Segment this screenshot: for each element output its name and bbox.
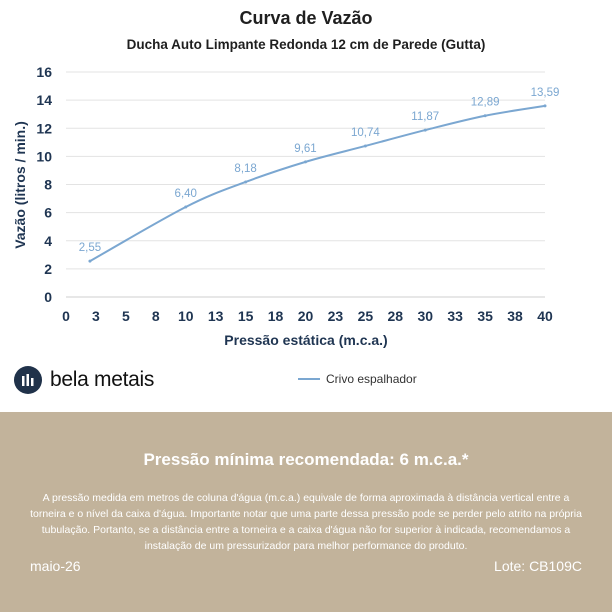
x-tick-label: 0: [62, 308, 70, 324]
data-label: 8,18: [234, 163, 256, 175]
y-tick-label: 8: [44, 177, 52, 193]
x-tick-label: 25: [358, 308, 374, 324]
data-point: [543, 104, 547, 108]
bars-chart-icon: [14, 366, 42, 394]
data-label: 12,89: [471, 97, 500, 109]
x-tick-label: 20: [298, 308, 314, 324]
data-point: [423, 128, 427, 132]
data-labels: 2,55 6,40 8,18 9,61 10,74 11,87 12,89 13,59: [79, 87, 560, 254]
y-tick-label: 6: [44, 205, 52, 221]
footer-date: maio-26: [30, 558, 81, 574]
x-tick-label: 33: [447, 308, 463, 324]
data-label: 11,87: [411, 111, 439, 123]
x-tick-label: 15: [238, 308, 254, 324]
data-label: 13,59: [531, 87, 560, 99]
series-line: [89, 104, 546, 263]
x-tick-label: 8: [152, 308, 160, 324]
legend-label: Crivo espalhador: [326, 372, 417, 386]
y-tick-label: 4: [44, 233, 52, 249]
x-tick-label: 23: [328, 308, 344, 324]
data-point: [483, 114, 487, 118]
footer-headline: Pressão mínima recomendada: 6 m.c.a.*: [143, 450, 469, 469]
x-tick-label: 13: [208, 308, 224, 324]
data-label: 10,74: [351, 127, 380, 139]
chart-title: Curva de Vazão: [239, 8, 373, 28]
data-label: 9,61: [294, 143, 316, 155]
footer-lot: Lote: CB109C: [494, 558, 582, 574]
x-tick-label: 10: [178, 308, 194, 324]
y-tick-label: 12: [36, 120, 52, 136]
data-point: [244, 180, 248, 184]
data-point: [88, 259, 92, 263]
y-tick-label: 14: [36, 92, 52, 108]
chart-legend: Crivo espalhador: [298, 372, 417, 386]
y-axis-label: Vazão (litros / min.): [12, 121, 28, 249]
x-tick-label: 5: [122, 308, 130, 324]
series-layer: [88, 104, 547, 263]
y-tick-label: 10: [36, 148, 52, 164]
x-tick-label: 18: [268, 308, 284, 324]
x-tick-label: 40: [537, 308, 553, 324]
footer-note: A pressão medida em metros de coluna d'á…: [30, 492, 582, 552]
grid-lines: [66, 71, 545, 270]
x-axis-label: Pressão estática (m.c.a.): [224, 332, 387, 348]
x-tick-label: 35: [477, 308, 493, 324]
data-point: [363, 144, 367, 148]
chart-subtitle: Ducha Auto Limpante Redonda 12 cm de Par…: [126, 37, 486, 52]
y-tick-label: 2: [44, 261, 52, 277]
data-point: [184, 205, 188, 209]
y-tick-label: 16: [36, 64, 52, 80]
brand-name: bela metais: [50, 368, 155, 391]
legend-line-swatch: [298, 378, 320, 380]
x-tick-label: 28: [388, 308, 404, 324]
data-label: 6,40: [175, 188, 197, 200]
data-point: [304, 160, 307, 164]
footer-panel: Pressão mínima recomendada: 6 m.c.a.* A …: [0, 412, 612, 612]
brand-logo-block: bela metais: [14, 366, 154, 394]
y-tick-labels: 0 2 4 6 8 10 12 14 16: [36, 64, 52, 305]
data-label: 2,55: [79, 242, 101, 254]
x-tick-label: 3: [92, 308, 100, 324]
y-tick-label: 0: [44, 289, 52, 305]
x-tick-label: 38: [507, 308, 523, 324]
x-tick-label: 30: [417, 308, 433, 324]
x-tick-labels: 0 3 5 8 10 13 15 18 20 23 25 28 30 33 35 38 40: [62, 308, 553, 324]
